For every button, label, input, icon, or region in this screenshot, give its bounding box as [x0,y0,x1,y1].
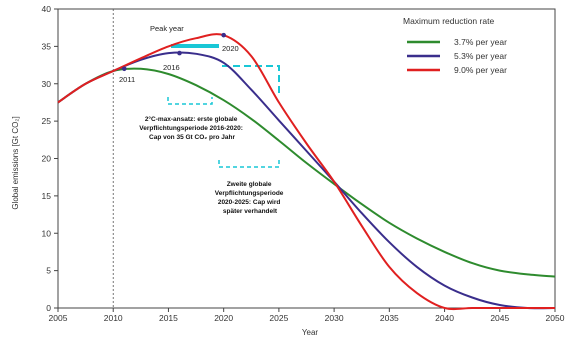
x-tick-label: 2010 [104,313,123,323]
x-tick-label: 2050 [546,313,565,323]
second-period-line-1: Zweite globale [227,181,272,188]
x-tick-label: 2035 [380,313,399,323]
y-tick-label: 40 [42,4,52,14]
year-2016-label: 2016 [163,63,180,72]
x-tick-label: 2005 [49,313,68,323]
y-tick-label: 5 [46,266,51,276]
first-period-line-3: Cap von 35 Gt CO₂ pro Jahr [149,134,235,141]
second-period-line-2: Verpflichtungsperiode [215,190,284,197]
peak-year-label: Peak year [150,24,184,33]
x-tick-label: 2020 [214,313,233,323]
series-lines [57,33,556,311]
first-period-line-1: 2°C-max-ansatz: erste globale [145,115,238,123]
peak-marker [177,50,182,56]
legend-label: 5.3% per year [454,51,507,61]
peak-marker [121,66,127,72]
y-tick-label: 30 [42,79,52,89]
series-line-2 [57,51,556,310]
x-tick-label: 2045 [490,313,509,323]
first-period-line-2: Verpflichtungsperiode 2016-2020: [139,125,243,132]
cap-step-dashed [222,65,280,97]
second-period-line-3: 2020-2025: Cap wird [218,199,281,206]
y-tick-label: 0 [46,303,51,313]
peak-markers [121,32,226,72]
x-axis-title: Year [302,328,319,337]
x-tick-label: 2040 [435,313,454,323]
y-tick-label: 35 [42,41,52,51]
bracket-first-period [167,97,213,105]
legend-label: 9.0% per year [454,65,507,75]
y-axis-title: Global emissions [Gt CO₂] [11,116,20,209]
year-2011-label: 2011 [119,75,135,84]
series-line-3 [57,33,555,311]
y-tick-label: 15 [42,191,52,201]
peak-marker [221,32,226,38]
cap-bar-2016-2020 [171,44,219,48]
second-period-line-4: später verhandelt [223,208,278,215]
x-tick-label: 2025 [269,313,288,323]
x-tick-label: 2030 [325,313,344,323]
bracket-second-period [218,160,280,168]
y-tick-label: 20 [42,154,52,164]
series-line-1 [57,67,556,278]
cap-annotations [167,44,280,168]
first-period-text: 2°C-max-ansatz: erste globale Verpflicht… [139,115,245,141]
x-tick-label: 2015 [159,313,178,323]
y-tick-label: 25 [42,116,52,126]
legend: Maximum reduction rate 3.7% per year 5.3%… [403,16,507,75]
axis-ticks: 2005 2010 2015 2020 2025 2030 2035 2040 2045 2050… [42,4,565,323]
y-tick-label: 10 [42,228,52,238]
second-period-text: Zweite globale Verpflichtungsperiode 202… [215,181,285,215]
legend-title: Maximum reduction rate [403,16,494,26]
legend-label: 3.7% per year [454,37,507,47]
year-2020-label: 2020 [222,44,239,53]
